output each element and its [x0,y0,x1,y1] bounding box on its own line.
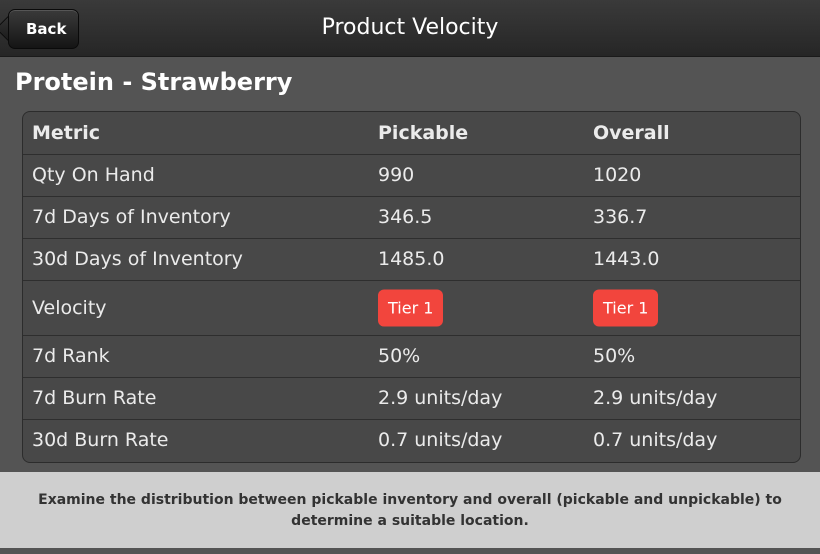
table-row: 30d Days of Inventory 1485.0 1443.0 [23,238,800,281]
metrics-table: Metric Pickable Overall Qty On Hand 990 … [22,111,801,463]
back-button[interactable]: Back [8,9,80,49]
metric-label: Qty On Hand [32,164,155,186]
table-row: 30d Burn Rate 0.7 units/day 0.7 units/da… [23,419,800,461]
product-name: Protein - Strawberry [15,68,293,96]
pickable-value: 2.9 units/day [378,387,503,409]
metric-label: 30d Burn Rate [32,429,169,451]
table-row: 7d Rank 50% 50% [23,335,800,378]
metric-label: 30d Days of Inventory [32,248,243,270]
pickable-value: 0.7 units/day [378,429,503,451]
overall-value: 1443.0 [593,248,660,270]
metric-label: Velocity [32,296,107,319]
table-row: 7d Days of Inventory 346.5 336.7 [23,196,800,239]
column-header-pickable: Pickable [378,122,469,144]
metric-label: 7d Days of Inventory [32,206,231,228]
overall-value: 336.7 [593,206,648,228]
page-title: Product Velocity [321,15,499,40]
overall-value: 1020 [593,164,642,186]
table-row: Qty On Hand 990 1020 [23,154,800,197]
overall-velocity-badge-wrap: Tier 1 [593,289,659,326]
table-row: 7d Burn Rate 2.9 units/day 2.9 units/day [23,377,800,420]
column-header-metric: Metric [32,122,101,144]
pickable-value: 990 [378,164,415,186]
column-header-overall: Overall [593,122,670,144]
metric-label: 7d Burn Rate [32,387,157,409]
pickable-velocity-badge-wrap: Tier 1 [378,289,444,326]
pickable-value: 50% [378,345,421,367]
overall-value: 0.7 units/day [593,429,718,451]
hint-footer: Examine the distribution between pickabl… [0,472,820,548]
velocity-badge: Tier 1 [378,289,444,326]
table-header-row: Metric Pickable Overall [23,112,800,155]
nav-bar: Product Velocity [0,0,820,57]
pickable-value: 346.5 [378,206,433,228]
velocity-badge: Tier 1 [593,289,659,326]
hint-text: Examine the distribution between pickabl… [38,492,782,529]
back-button-label: Back [26,20,67,38]
metric-label: 7d Rank [32,345,110,367]
table-row: Velocity Tier 1 Tier 1 [23,280,800,336]
overall-value: 2.9 units/day [593,387,718,409]
pickable-value: 1485.0 [378,248,445,270]
bottom-strip [0,548,820,554]
overall-value: 50% [593,345,636,367]
